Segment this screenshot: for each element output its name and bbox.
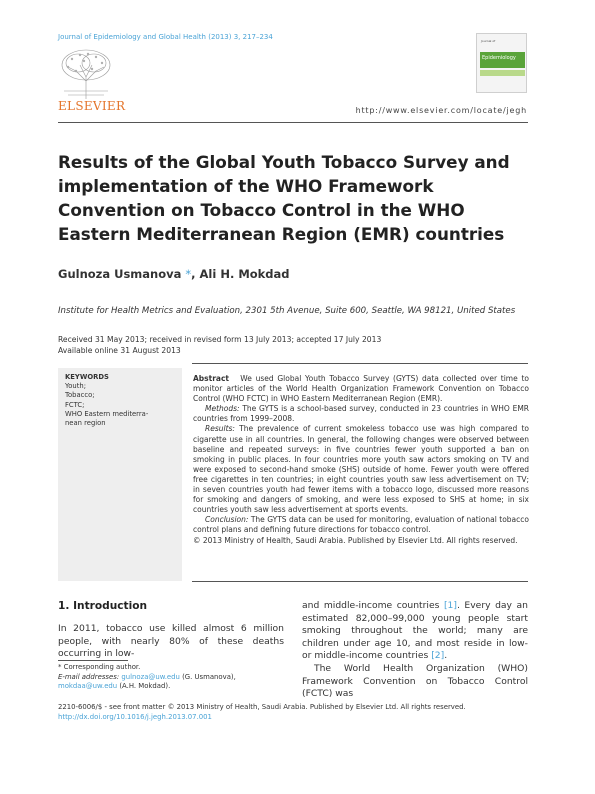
citation-link-1[interactable]: [1] <box>443 600 457 611</box>
corresponding-author-note: * Corresponding author. <box>58 663 141 671</box>
email-link-mokdad[interactable]: mokdaa@uw.edu <box>58 682 118 690</box>
para-text: . <box>444 650 448 662</box>
affiliation: Institute for Health Metrics and Evaluat… <box>58 306 516 316</box>
cover-band: Epidemiology <box>480 52 525 68</box>
page-bottom: 2210-6006/$ - see front matter © 2013 Mi… <box>58 703 466 722</box>
abstract-label: Abstract <box>193 374 230 383</box>
section-heading-introduction: 1. Introduction <box>58 600 148 612</box>
keyword-item[interactable]: WHO Eastern mediterra- <box>65 409 149 418</box>
corresponding-author-marker[interactable]: * <box>185 267 192 281</box>
journal-cover-thumbnail[interactable]: Journal of Epidemiology <box>476 33 527 93</box>
email-line: E-mail addresses: gulnoza@uw.edu (G. Usm… <box>58 673 284 683</box>
article-history: Received 31 May 2013; received in revise… <box>58 334 381 356</box>
abstract-top-rule <box>192 363 528 364</box>
elsevier-tree-logo <box>61 49 111 99</box>
abstract-bottom-rule <box>192 581 528 582</box>
right-column: and middle-income countries [1]. Every d… <box>302 600 528 701</box>
abstract-intro: Abstract We used Global Youth Tobacco Su… <box>193 374 529 404</box>
keywords-box: KEYWORDS Youth; Tobacco; FCTC; WHO Easte… <box>58 368 182 581</box>
keyword-item[interactable]: FCTC; <box>65 400 85 409</box>
para-text: and middle-income countries <box>302 600 444 611</box>
results-text: The prevalence of current smokeless toba… <box>193 424 529 515</box>
intro-paragraph-right-2: The World Health Organization (WHO) Fram… <box>302 662 528 700</box>
cover-title: Epidemiology <box>482 55 516 61</box>
author-mokdad[interactable]: , Ali H. Mokdad <box>191 267 290 281</box>
author-usmanova[interactable]: Gulnoza Usmanova <box>58 267 182 281</box>
abstract-results: Results: The prevalence of current smoke… <box>193 424 529 515</box>
abstract-methods: Methods: The GYTS is a school-based surv… <box>193 404 529 424</box>
conclusion-label: Conclusion: <box>205 515 249 525</box>
methods-label: Methods: <box>205 404 240 414</box>
intro-paragraph-right-1: and middle-income countries [1]. Every d… <box>302 600 528 663</box>
keyword-item[interactable]: Tobacco; <box>65 391 95 400</box>
footnote-rule <box>58 660 128 661</box>
methods-text: The GYTS is a school-based survey, condu… <box>193 404 529 424</box>
journal-url-link[interactable]: http://www.elsevier.com/locate/jegh <box>355 106 527 115</box>
journal-citation[interactable]: Journal of Epidemiology and Global Healt… <box>58 33 273 41</box>
email-link-usmanova[interactable]: gulnoza@uw.edu <box>121 672 180 681</box>
intro-paragraph-left: In 2011, tobacco use killed almost 6 mil… <box>58 623 284 660</box>
received-dates: Received 31 May 2013; received in revise… <box>58 335 382 344</box>
left-column: 1. Introduction In 2011, tobacco use kil… <box>58 600 284 661</box>
article-title: Results of the Global Youth Tobacco Surv… <box>58 152 510 244</box>
keyword-item[interactable]: nean region <box>65 419 106 428</box>
conclusion-text: The GYTS data can be used for monitoring… <box>193 515 529 535</box>
email-owner-2: (A.H. Mokdad). <box>117 682 171 690</box>
keyword-item[interactable]: Youth; <box>65 382 86 391</box>
results-label: Results: <box>205 424 235 434</box>
issn-line: 2210-6006/$ - see front matter © 2013 Mi… <box>58 703 466 711</box>
para-text: . Every day an estimated 82,000–99,000 y… <box>302 600 528 662</box>
footnote: * Corresponding author. E-mail addresses… <box>58 663 284 692</box>
citation-link-2[interactable]: [2] <box>431 650 445 662</box>
elsevier-wordmark: ELSEVIER <box>58 99 126 113</box>
cover-tag: Journal of <box>481 39 496 43</box>
author-list: Gulnoza Usmanova *, Ali H. Mokdad <box>58 267 290 281</box>
available-online-date: Available online 31 August 2013 <box>58 346 181 355</box>
cover-stripe <box>480 70 525 76</box>
header-rule <box>58 122 528 123</box>
email-line-2: mokdaa@uw.edu (A.H. Mokdad). <box>58 682 284 692</box>
abstract-intro-text: We used Global Youth Tobacco Survey (GYT… <box>193 374 530 404</box>
abstract: Abstract We used Global Youth Tobacco Su… <box>193 374 529 546</box>
doi-link[interactable]: http://dx.doi.org/10.1016/j.jegh.2013.07… <box>58 712 212 721</box>
keywords-heading: KEYWORDS <box>65 373 109 381</box>
email-owner-1: (G. Usmanova), <box>179 672 236 681</box>
email-label: E-mail addresses: <box>58 672 122 681</box>
abstract-conclusion: Conclusion: The GYTS data can be used fo… <box>193 515 529 535</box>
abstract-copyright: © 2013 Ministry of Health, Saudi Arabia.… <box>193 535 518 545</box>
